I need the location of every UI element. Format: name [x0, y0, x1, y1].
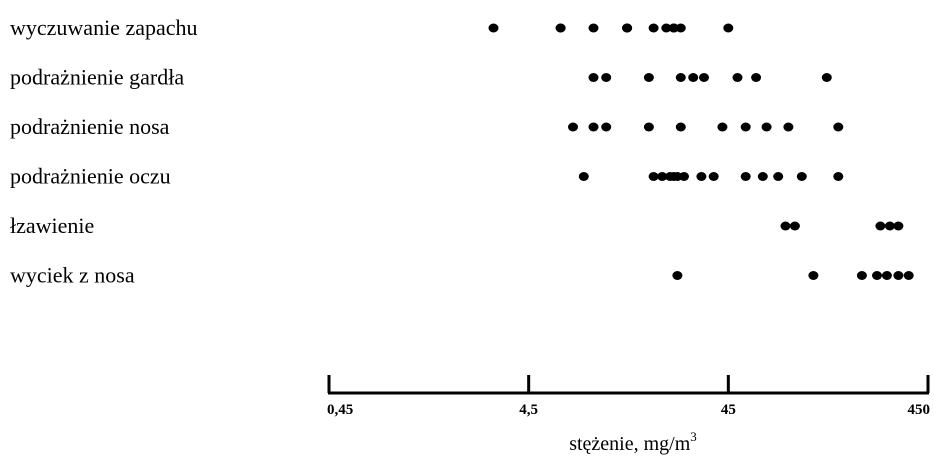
data-point: [675, 23, 686, 33]
category-label: wyczuwanie zapachu: [10, 15, 198, 40]
x-axis: 0,45 4,5 45 450: [327, 375, 930, 418]
x-tick-label: 4,5: [519, 402, 538, 418]
data-point: [833, 122, 844, 132]
data-point: [699, 73, 709, 82]
data-point: [601, 73, 612, 82]
data-points: [488, 23, 914, 280]
data-point: [875, 221, 886, 231]
data-point: [672, 271, 683, 280]
data-point: [578, 172, 589, 181]
data-point: [717, 122, 728, 132]
data-point: [568, 122, 578, 132]
category-labels: wyczuwanie zapachu podrażnienie gardła pod…: [10, 15, 198, 288]
x-tick-label: 0,45: [327, 402, 353, 418]
data-point: [622, 23, 633, 33]
data-point: [675, 73, 686, 82]
data-point: [601, 122, 612, 132]
data-point: [751, 73, 762, 82]
data-point: [679, 172, 689, 181]
x-axis-label: stężenie, mg/m3: [569, 429, 697, 455]
data-point: [668, 23, 679, 33]
data-point: [648, 172, 659, 181]
data-point: [808, 271, 819, 280]
data-point: [675, 122, 686, 132]
x-tick-label: 45: [721, 402, 736, 418]
x-axis-label-text: stężenie, mg/m: [569, 433, 691, 455]
data-point: [688, 73, 699, 82]
data-point: [488, 23, 499, 33]
data-point: [761, 122, 772, 132]
category-label: podrażnienie nosa: [10, 114, 170, 139]
data-point: [856, 271, 867, 280]
data-point: [780, 221, 791, 231]
data-point: [643, 122, 654, 132]
data-point: [555, 23, 566, 33]
data-point: [773, 172, 784, 181]
data-point: [881, 271, 892, 280]
data-point: [893, 271, 904, 280]
data-point: [903, 271, 914, 280]
data-point: [884, 221, 895, 231]
data-point: [696, 172, 707, 181]
data-point: [740, 122, 751, 132]
data-point: [757, 172, 768, 181]
category-label: łzawienie: [10, 213, 94, 238]
data-point: [588, 23, 599, 33]
data-point: [893, 221, 904, 231]
data-point: [789, 221, 800, 231]
data-point: [796, 172, 807, 181]
data-point: [588, 122, 599, 132]
data-point: [588, 73, 599, 82]
category-label: podrażnienie gardła: [10, 65, 184, 90]
data-point: [821, 73, 832, 82]
x-axis-label-superscript: 3: [690, 429, 697, 444]
category-label: podrażnienie oczu: [10, 164, 171, 189]
data-point: [732, 73, 743, 82]
data-point: [648, 23, 659, 33]
data-point: [657, 172, 668, 181]
data-point: [661, 23, 672, 33]
data-point: [708, 172, 719, 181]
data-point: [872, 271, 882, 280]
data-point: [783, 122, 794, 132]
data-point: [723, 23, 734, 33]
x-tick-label: 450: [908, 402, 931, 418]
category-label: wyciek z nosa: [10, 263, 135, 288]
data-point: [643, 73, 654, 82]
data-point: [833, 172, 844, 181]
data-point: [740, 172, 751, 181]
